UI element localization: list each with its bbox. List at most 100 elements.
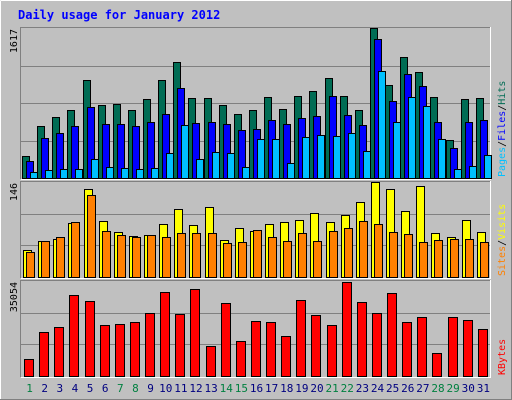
axis-max-label: 146 <box>9 183 20 201</box>
bar-sites-day-3 <box>56 237 65 278</box>
bar-kbytes-day-2 <box>39 332 49 377</box>
bar-kbytes-day-9 <box>145 313 155 377</box>
x-tick-label: 24 <box>371 382 385 395</box>
bar-pages-day-3 <box>60 169 68 179</box>
bar-kbytes-day-6 <box>100 325 110 377</box>
bar-pages-day-6 <box>106 167 114 179</box>
bar-kbytes-day-31 <box>478 329 488 377</box>
bar-kbytes-day-25 <box>387 293 397 377</box>
bar-kbytes-day-11 <box>175 314 185 377</box>
bar-sites-day-31 <box>480 242 489 278</box>
bar-pages-day-29 <box>454 169 462 179</box>
bar-kbytes-day-28 <box>432 353 442 377</box>
x-tick-label: 18 <box>280 382 293 395</box>
x-tick-label: 7 <box>117 382 124 395</box>
x-tick-label: 21 <box>326 382 339 395</box>
axis-max-label: 1617 <box>9 29 20 53</box>
x-tick-label: 5 <box>87 382 94 395</box>
bar-sites-day-18 <box>283 241 292 278</box>
bar-pages-day-26 <box>408 97 416 179</box>
legend-entry: / <box>497 105 508 111</box>
legend-entry: / <box>497 141 508 147</box>
bar-pages-day-23 <box>363 151 371 179</box>
chart-title: Daily usage for January 2012 <box>18 8 220 22</box>
x-tick-label: 8 <box>132 382 139 395</box>
x-tick-label: 10 <box>159 382 172 395</box>
bar-pages-day-1 <box>30 172 38 179</box>
bar-sites-day-16 <box>253 230 262 278</box>
bar-pages-day-11 <box>181 125 189 179</box>
x-tick-label: 30 <box>462 382 475 395</box>
panel-hits: 1617 Pages/Files/Hits <box>9 27 508 180</box>
bar-kbytes-day-13 <box>206 346 216 377</box>
x-tick-label: 16 <box>250 382 263 395</box>
panel-legend: Pages/Files/Hits <box>497 81 508 177</box>
bar-pages-day-27 <box>423 106 431 179</box>
bar-sites-day-25 <box>389 232 398 278</box>
x-tick-label: 23 <box>356 382 369 395</box>
bar-pages-day-19 <box>302 137 310 179</box>
bar-pages-day-8 <box>136 169 144 179</box>
bar-kbytes-day-26 <box>402 322 412 377</box>
bar-pages-day-31 <box>484 155 492 179</box>
legend-entry: Visits <box>497 204 508 240</box>
bar-pages-day-10 <box>166 153 174 179</box>
bar-pages-day-5 <box>91 159 99 179</box>
series-sites <box>26 195 489 278</box>
bar-sites-day-8 <box>132 237 141 278</box>
bar-kbytes-day-10 <box>160 292 170 377</box>
x-tick-label: 15 <box>235 382 248 395</box>
bar-pages-day-24 <box>378 71 386 179</box>
bar-kbytes-day-12 <box>190 289 200 377</box>
x-tick-label: 22 <box>341 382 354 395</box>
bar-pages-day-22 <box>348 133 356 179</box>
bar-pages-day-17 <box>272 139 280 179</box>
bar-kbytes-day-17 <box>266 322 276 377</box>
bar-kbytes-day-23 <box>357 302 367 377</box>
bar-sites-day-20 <box>313 241 322 278</box>
x-tick-label: 11 <box>174 382 187 395</box>
x-tick-label: 28 <box>431 382 444 395</box>
bar-sites-day-4 <box>71 222 80 278</box>
x-tick-label: 27 <box>416 382 429 395</box>
bar-sites-day-2 <box>41 241 50 278</box>
bar-sites-day-22 <box>344 228 353 278</box>
bar-pages-day-9 <box>151 168 159 179</box>
panel-legend: KBytes <box>497 339 508 375</box>
bar-sites-day-27 <box>419 242 428 278</box>
x-tick-label: 29 <box>447 382 460 395</box>
bar-pages-day-28 <box>438 139 446 179</box>
bar-kbytes-day-8 <box>130 322 140 377</box>
x-tick-label: 2 <box>41 382 48 395</box>
bar-sites-day-1 <box>26 252 35 278</box>
bar-kbytes-day-19 <box>296 300 306 377</box>
bar-pages-day-18 <box>287 163 295 179</box>
bar-sites-day-29 <box>450 239 459 278</box>
bar-pages-day-14 <box>227 153 235 179</box>
x-tick-label: 12 <box>189 382 202 395</box>
panel-visits: 146 Sites/Visits <box>9 181 508 279</box>
x-tick-label: 4 <box>72 382 79 395</box>
bar-sites-day-15 <box>238 242 247 278</box>
bar-kbytes-day-22 <box>342 282 352 377</box>
bar-pages-day-12 <box>196 159 204 179</box>
bar-sites-day-21 <box>329 231 338 278</box>
x-tick-label: 6 <box>102 382 109 395</box>
bar-kbytes-day-1 <box>24 359 34 377</box>
bar-pages-day-7 <box>121 168 129 179</box>
legend-entry: Hits <box>497 81 508 105</box>
x-tick-label: 3 <box>57 382 64 395</box>
x-tick-label: 31 <box>477 382 490 395</box>
bar-sites-day-17 <box>268 237 277 278</box>
bar-pages-day-21 <box>333 136 341 179</box>
x-tick-label: 13 <box>204 382 217 395</box>
bar-pages-day-13 <box>212 152 220 179</box>
x-tick-label: 20 <box>310 382 323 395</box>
x-tick-label: 9 <box>147 382 154 395</box>
bar-sites-day-30 <box>465 239 474 278</box>
bar-kbytes-day-18 <box>281 336 291 377</box>
bar-sites-day-24 <box>374 224 383 278</box>
bar-sites-day-14 <box>223 243 232 278</box>
legend-entry: / <box>497 240 508 246</box>
